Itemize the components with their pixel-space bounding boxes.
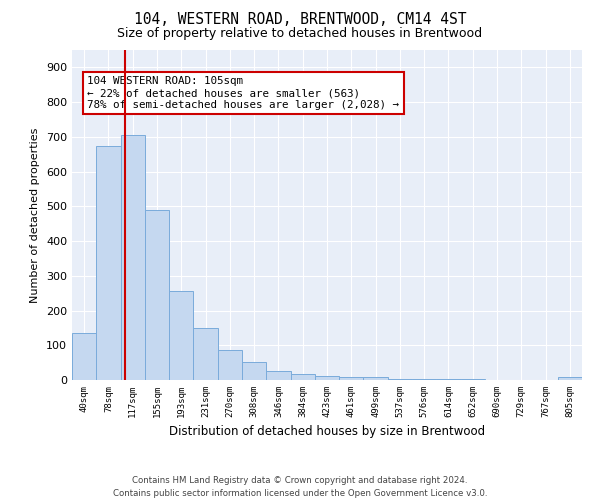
- Bar: [193, 328, 218, 380]
- Bar: [121, 135, 145, 380]
- Bar: [290, 374, 315, 380]
- Y-axis label: Number of detached properties: Number of detached properties: [31, 128, 40, 302]
- Bar: [339, 377, 364, 380]
- Bar: [242, 362, 266, 380]
- Text: 104, WESTERN ROAD, BRENTWOOD, CM14 4ST: 104, WESTERN ROAD, BRENTWOOD, CM14 4ST: [134, 12, 466, 28]
- Bar: [412, 379, 436, 380]
- Text: Size of property relative to detached houses in Brentwood: Size of property relative to detached ho…: [118, 28, 482, 40]
- X-axis label: Distribution of detached houses by size in Brentwood: Distribution of detached houses by size …: [169, 426, 485, 438]
- Bar: [266, 372, 290, 380]
- Bar: [558, 377, 582, 380]
- Bar: [218, 350, 242, 380]
- Bar: [364, 377, 388, 380]
- Bar: [388, 378, 412, 380]
- Bar: [145, 210, 169, 380]
- Bar: [315, 376, 339, 380]
- Text: 104 WESTERN ROAD: 105sqm
← 22% of detached houses are smaller (563)
78% of semi-: 104 WESTERN ROAD: 105sqm ← 22% of detach…: [88, 76, 400, 110]
- Bar: [96, 146, 121, 380]
- Text: Contains HM Land Registry data © Crown copyright and database right 2024.
Contai: Contains HM Land Registry data © Crown c…: [113, 476, 487, 498]
- Bar: [72, 333, 96, 380]
- Bar: [169, 292, 193, 380]
